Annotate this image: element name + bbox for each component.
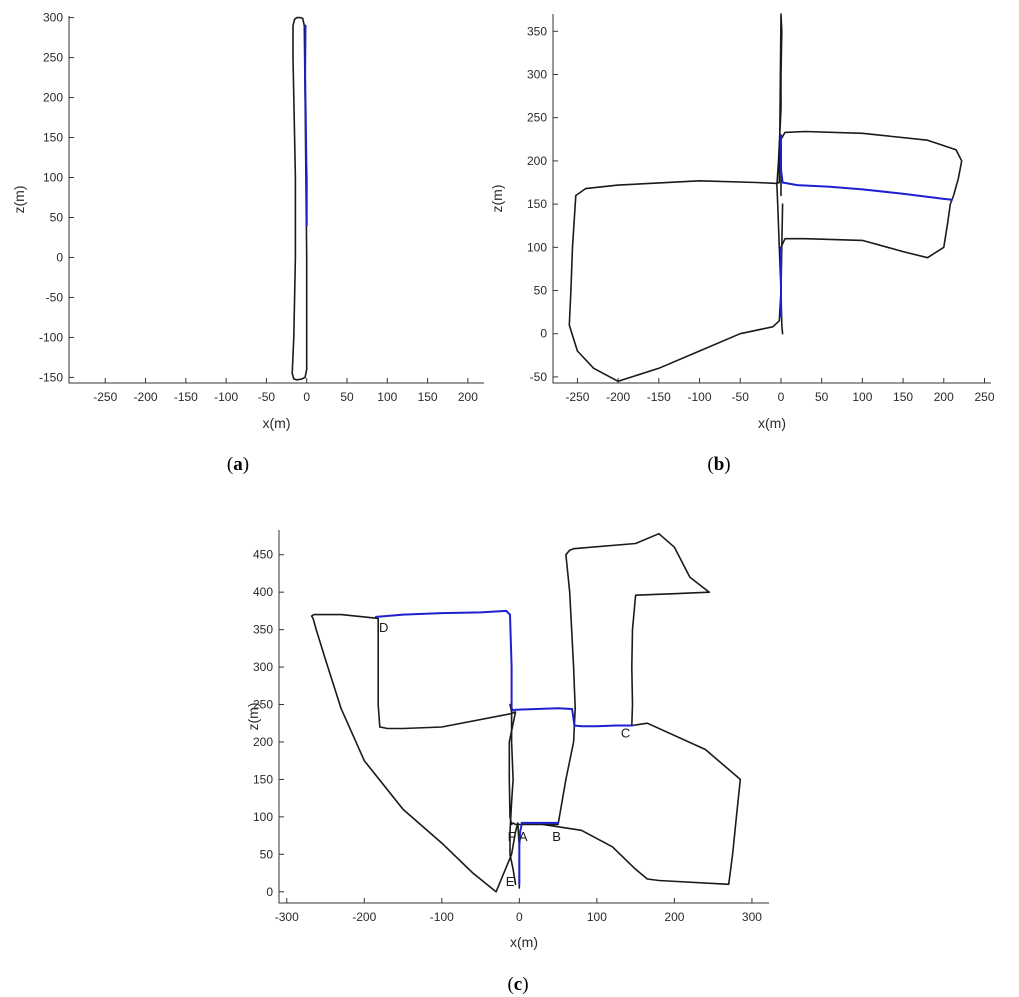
y-axis-label: z(m) (489, 185, 505, 213)
y-tick-label: 150 (527, 197, 547, 211)
y-tick-label: 0 (266, 885, 273, 899)
x-tick-label: 200 (458, 390, 478, 404)
loop-closure-line (780, 134, 953, 201)
x-tick-label: -100 (430, 910, 454, 924)
x-tick-label: -100 (688, 390, 712, 404)
y-tick-label: 350 (253, 623, 273, 637)
x-axis-label: x(m) (510, 934, 538, 950)
trajectory-line (509, 703, 517, 886)
y-tick-label: 100 (253, 810, 273, 824)
y-axis-label: z(m) (245, 703, 261, 731)
x-tick-label: 150 (418, 390, 438, 404)
y-tick-label: -50 (46, 290, 64, 304)
x-tick-label: -150 (647, 390, 671, 404)
y-tick-label: 300 (253, 660, 273, 674)
x-tick-label: 100 (852, 390, 872, 404)
y-tick-label: 300 (527, 67, 547, 81)
point-label-d: D (379, 620, 388, 635)
subplot-caption: (c) (507, 974, 528, 995)
axis-spines (552, 14, 991, 384)
x-tick-label: -50 (732, 390, 750, 404)
x-tick-label: 50 (815, 390, 829, 404)
point-label-b: B (552, 829, 561, 844)
x-tick-label: 0 (516, 910, 523, 924)
x-tick-label: 150 (893, 390, 913, 404)
x-tick-label: 300 (742, 910, 762, 924)
y-tick-label: 250 (43, 51, 63, 65)
trajectory-line (310, 532, 742, 893)
y-tick-label: 300 (43, 11, 63, 25)
x-tick-label: 100 (587, 910, 607, 924)
x-tick-label: -300 (275, 910, 299, 924)
subplot-caption: (b) (707, 454, 730, 475)
y-tick-label: 200 (253, 735, 273, 749)
y-tick-label: -150 (39, 370, 63, 384)
x-tick-label: 100 (377, 390, 397, 404)
subplot-caption: (a) (227, 454, 249, 475)
x-tick-label: -50 (258, 390, 276, 404)
x-tick-label: -200 (606, 390, 630, 404)
y-tick-label: 50 (50, 210, 64, 224)
axis-spines (278, 530, 769, 904)
axis-spines (68, 16, 484, 384)
point-label-a: A (519, 829, 528, 844)
y-tick-label: -50 (530, 370, 548, 384)
y-tick-label: 450 (253, 548, 273, 562)
y-tick-label: 150 (253, 772, 273, 786)
x-tick-label: -200 (134, 390, 158, 404)
point-label-f: F (508, 829, 516, 844)
x-tick-label: -200 (352, 910, 376, 924)
trajectory-line (780, 130, 963, 259)
point-label-c: C (621, 725, 630, 740)
subplot-a: -250 -200 -150 -100 -50 0 50 100 150 200 -150 -100 -… (11, 11, 484, 475)
y-tick-label: 50 (534, 284, 548, 298)
x-tick-label: 0 (303, 390, 310, 404)
x-tick-label: -250 (93, 390, 117, 404)
y-tick-label: 0 (540, 327, 547, 341)
y-tick-label: 100 (527, 240, 547, 254)
x-tick-label: -250 (565, 390, 589, 404)
subplot-b: -250 -200 -150 -100 -50 0 50 100 150 200 250 -50 0 50… (489, 13, 995, 475)
x-tick-label: -150 (174, 390, 198, 404)
x-tick-label: 0 (778, 390, 785, 404)
y-tick-label: 200 (527, 154, 547, 168)
loop-closure-line (304, 24, 308, 227)
x-tick-label: 250 (974, 390, 994, 404)
x-axis-label: x(m) (758, 415, 786, 431)
subplot-c: -300 -200 -100 0 100 200 300 0 50 100 150 200 250 300… (245, 530, 769, 995)
y-tick-label: 100 (43, 171, 63, 185)
loop-closure-line (374, 609, 634, 728)
y-tick-label: 350 (527, 24, 547, 38)
y-tick-label: 250 (253, 698, 273, 712)
trajectory-line (568, 13, 784, 383)
x-axis-label: x(m) (263, 415, 291, 431)
y-tick-label: 150 (43, 131, 63, 145)
x-tick-label: 200 (664, 910, 684, 924)
y-tick-label: 400 (253, 585, 273, 599)
point-label-e: E (506, 874, 515, 889)
x-tick-label: 50 (340, 390, 354, 404)
y-tick-label: 0 (56, 250, 63, 264)
loop-closure-line (518, 823, 523, 886)
y-tick-label: 50 (260, 847, 274, 861)
y-tick-label: 250 (527, 111, 547, 125)
y-tick-label: -100 (39, 330, 63, 344)
x-tick-label: 200 (934, 390, 954, 404)
y-tick-label: 200 (43, 91, 63, 105)
x-tick-label: -100 (214, 390, 238, 404)
y-axis-label: z(m) (11, 186, 27, 214)
